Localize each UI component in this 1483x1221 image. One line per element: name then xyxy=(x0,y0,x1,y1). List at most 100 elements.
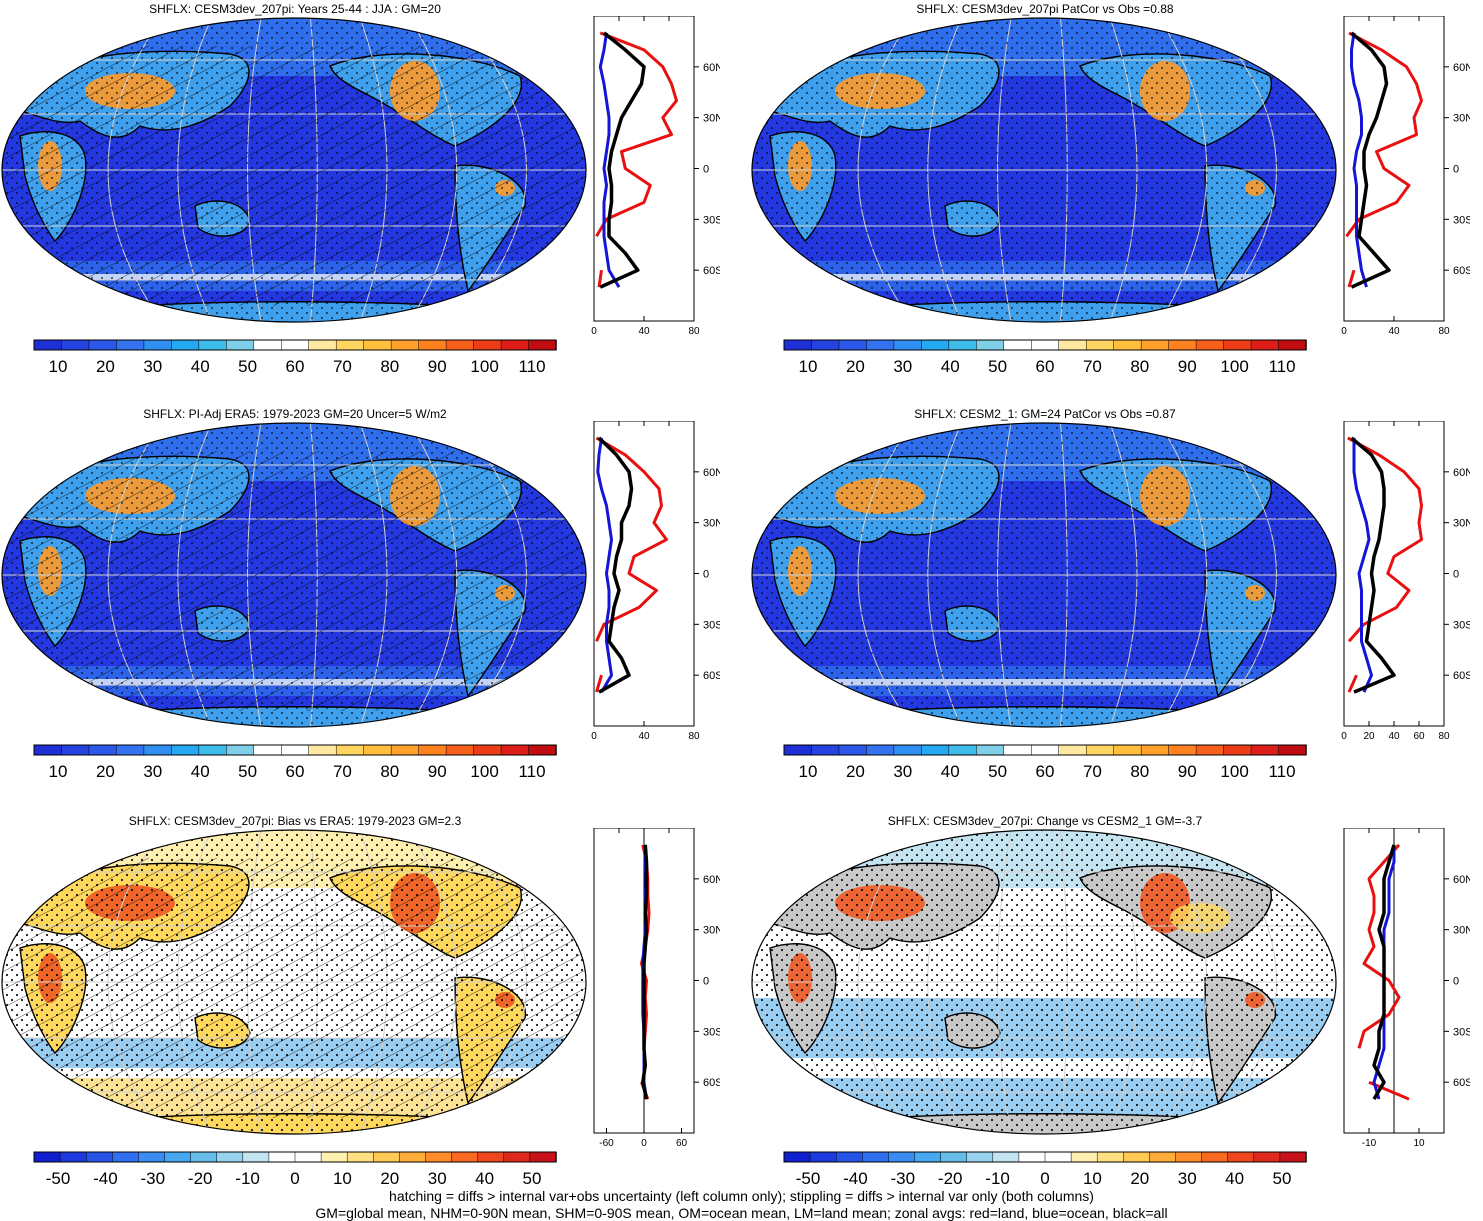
lat-label: 60N xyxy=(1453,467,1470,479)
colorbar-label: 40 xyxy=(191,762,210,781)
colorbar-swatch xyxy=(1113,339,1142,351)
colorbar-swatch xyxy=(451,1151,479,1163)
panel-title: SHFLX: PI-Adj ERA5: 1979-2023 GM=20 Unce… xyxy=(143,407,447,421)
zonal-xtick-label: 40 xyxy=(1388,326,1400,337)
lat-label: 30N xyxy=(1453,518,1470,530)
lat-label: 60S xyxy=(703,1077,720,1089)
colorbar-swatch xyxy=(1058,339,1087,351)
colorbar: -50 -40 -30 -20 -10 0 10 20 30 40 50 xyxy=(33,1151,557,1188)
colorbar-label: 30 xyxy=(143,357,162,376)
zonal-xtick-label: 0 xyxy=(1341,326,1347,337)
land-profile-line xyxy=(595,31,678,288)
colorbar-label: 40 xyxy=(1225,1169,1244,1188)
lat-label: 0 xyxy=(1453,164,1459,176)
colorbar-swatch xyxy=(198,339,228,351)
map-field xyxy=(752,830,1336,1134)
colorbar-label: 30 xyxy=(1178,1169,1197,1188)
colorbar-swatch xyxy=(893,339,923,351)
panel-title: SHFLX: CESM3dev_207pi: Change vs CESM2_1… xyxy=(887,814,1203,828)
zonal-xtick-label: -60 xyxy=(599,1138,614,1149)
map-field xyxy=(2,830,586,1134)
colorbar-swatch xyxy=(1031,339,1060,351)
colorbar-label: 20 xyxy=(96,762,115,781)
lat-label: 30S xyxy=(703,1026,720,1038)
colorbar-label: 50 xyxy=(1273,1169,1292,1188)
colorbar-swatch xyxy=(335,744,365,756)
colorbar-label: 10 xyxy=(799,762,818,781)
colorbar-label: 90 xyxy=(1178,762,1197,781)
colorbar-swatch xyxy=(112,1151,140,1163)
colorbar-swatch xyxy=(1113,744,1142,756)
colorbar-swatch xyxy=(85,1151,114,1163)
colorbar-swatch xyxy=(143,339,173,351)
colorbar-swatch xyxy=(1250,339,1280,351)
colorbar-label: 10 xyxy=(333,1169,352,1188)
colorbar-swatch xyxy=(1044,1151,1072,1163)
colorbar-label: 90 xyxy=(428,762,447,781)
colorbar-swatch xyxy=(1227,1151,1255,1163)
colorbar-label: 20 xyxy=(846,762,865,781)
lat-label: 60S xyxy=(1453,670,1470,682)
colorbar-label: 30 xyxy=(428,1169,447,1188)
map-field xyxy=(752,423,1336,727)
lat-label: 60N xyxy=(703,62,720,74)
colorbar-label: 110 xyxy=(518,357,545,376)
stippling xyxy=(752,830,1336,1134)
colorbar-label: 100 xyxy=(1220,357,1248,376)
colorbar-swatch xyxy=(477,1151,505,1163)
panel-3: W m⁻²0408060N30N030S60S10203040506070809… xyxy=(1,421,720,781)
ocean-profile-line xyxy=(1352,437,1373,693)
ocean-profile-line xyxy=(1350,32,1368,288)
colorbar-label: 30 xyxy=(893,762,912,781)
colorbar-swatch xyxy=(866,339,895,351)
lat-label: 0 xyxy=(1453,569,1459,581)
colorbar-swatch xyxy=(1279,1151,1307,1163)
colorbar-swatch xyxy=(1018,1151,1046,1163)
colorbar-swatch xyxy=(866,744,895,756)
stippling xyxy=(752,423,1336,727)
colorbar-label: 110 xyxy=(1268,357,1295,376)
colorbar-swatch xyxy=(966,1151,994,1163)
colorbar-swatch xyxy=(61,339,90,351)
land-profile-line xyxy=(1347,436,1423,693)
ocean-profile-line xyxy=(598,32,621,288)
colorbar-label: 20 xyxy=(846,357,865,376)
all-profile-line xyxy=(1350,31,1391,289)
colorbar-label: 20 xyxy=(96,357,115,376)
colorbar-swatch xyxy=(294,1151,322,1163)
colorbar-label: 100 xyxy=(470,762,498,781)
colorbar-swatch xyxy=(268,1151,296,1163)
colorbar: -50 -40 -30 -20 -10 0 10 20 30 40 50 xyxy=(783,1151,1307,1188)
colorbar-swatch xyxy=(418,744,447,756)
colorbar-swatch xyxy=(992,1151,1020,1163)
colorbar-swatch xyxy=(921,744,950,756)
colorbar-label: 50 xyxy=(238,762,257,781)
colorbar: 10 20 30 40 50 60 70 80 90 100 110 xyxy=(783,744,1307,781)
lat-label: 30N xyxy=(1453,925,1470,937)
all-profile-line xyxy=(641,844,649,1100)
colorbar-swatch xyxy=(500,339,530,351)
colorbar-label: 50 xyxy=(238,357,257,376)
colorbar-swatch xyxy=(373,1151,401,1163)
colorbar-swatch xyxy=(473,339,502,351)
colorbar-label: -10 xyxy=(985,1169,1010,1188)
colorbar-swatch xyxy=(976,339,1005,351)
colorbar-label: -20 xyxy=(188,1169,213,1188)
lat-label: 30S xyxy=(1453,1026,1470,1038)
colorbar-swatch xyxy=(399,1151,427,1163)
colorbar-label: -20 xyxy=(938,1169,963,1188)
colorbar-swatch xyxy=(33,1151,61,1163)
colorbar-label: 20 xyxy=(380,1169,399,1188)
colorbar-label: 80 xyxy=(1130,762,1149,781)
colorbar-swatch xyxy=(308,339,337,351)
colorbar-swatch xyxy=(838,744,868,756)
colorbar-swatch xyxy=(281,339,310,351)
colorbar-label: 100 xyxy=(470,357,498,376)
ocean-profile-line xyxy=(596,437,613,693)
colorbar-swatch xyxy=(948,339,978,351)
colorbar-swatch xyxy=(888,1151,916,1163)
zonal-xtick-label: 0 xyxy=(641,1138,647,1149)
panel-2: W m⁻²0408060N30N030S60S10203040506070809… xyxy=(751,16,1470,376)
